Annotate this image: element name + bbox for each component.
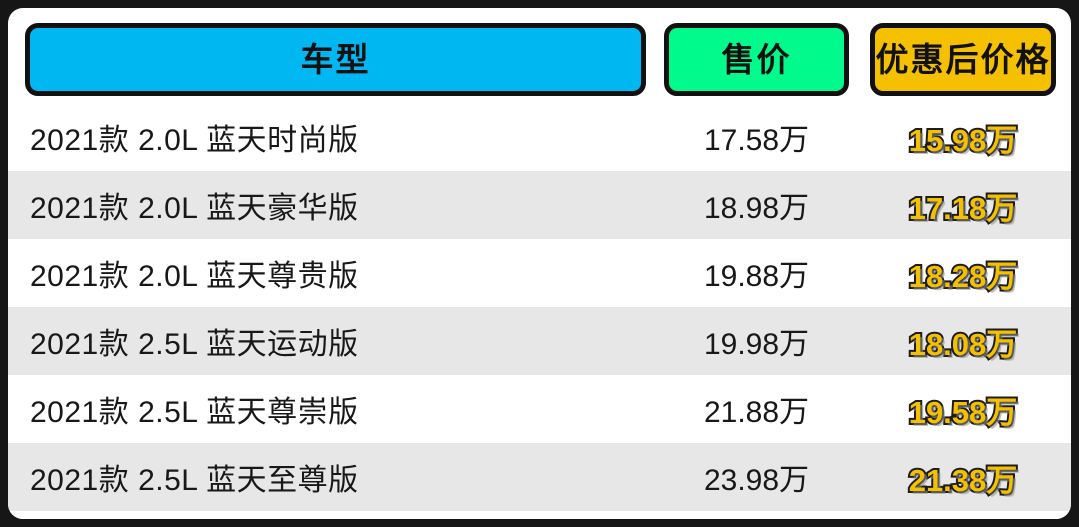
table-row: 2021款 2.5L 蓝天至尊版 23.98万 21.38万 — [8, 443, 1071, 511]
cell-price: 21.88万 — [703, 396, 810, 429]
cell-discount-price: 17.18万 — [907, 189, 1020, 228]
cell-model: 2021款 2.5L 蓝天运动版 — [30, 328, 359, 361]
cell-price: 19.88万 — [703, 260, 810, 293]
table-row: 2021款 2.5L 蓝天运动版 19.98万 18.08万 — [8, 307, 1071, 375]
column-header-discount-price: 优惠后价格 — [870, 23, 1056, 96]
table-bottom-strip — [8, 511, 1071, 519]
cell-discount-price: 18.08万 — [907, 325, 1020, 364]
cell-model: 2021款 2.5L 蓝天尊崇版 — [30, 396, 359, 429]
cell-price: 23.98万 — [703, 464, 810, 497]
table-header-row: 车型 售价 优惠后价格 — [8, 8, 1071, 103]
column-header-model-label: 车型 — [300, 41, 371, 78]
cell-price: 18.98万 — [703, 192, 810, 225]
cell-discount-price: 18.28万 — [907, 257, 1020, 296]
column-header-price: 售价 — [664, 23, 849, 96]
column-header-discount-price-label: 优惠后价格 — [875, 41, 1051, 78]
cell-model: 2021款 2.0L 蓝天豪华版 — [30, 192, 359, 225]
cell-price: 19.98万 — [703, 328, 810, 361]
cell-discount-price: 21.38万 — [907, 461, 1020, 500]
table-row: 2021款 2.0L 蓝天豪华版 18.98万 17.18万 — [8, 171, 1071, 239]
column-header-price-label: 售价 — [721, 41, 792, 78]
cell-model: 2021款 2.5L 蓝天至尊版 — [30, 464, 359, 497]
table-row: 2021款 2.5L 蓝天尊崇版 21.88万 19.58万 — [8, 375, 1071, 443]
cell-price: 17.58万 — [703, 124, 810, 157]
cell-discount-price: 15.98万 — [907, 121, 1020, 160]
price-table: 车型 售价 优惠后价格 2021款 2.0L 蓝天时尚版 17.58万 15.9… — [8, 8, 1071, 519]
cell-discount-price: 19.58万 — [907, 393, 1020, 432]
cell-model: 2021款 2.0L 蓝天尊贵版 — [30, 260, 359, 293]
table-row: 2021款 2.0L 蓝天时尚版 17.58万 15.98万 — [8, 103, 1071, 171]
table-row: 2021款 2.0L 蓝天尊贵版 19.88万 18.28万 — [8, 239, 1071, 307]
column-header-model: 车型 — [25, 23, 646, 96]
table-body: 2021款 2.0L 蓝天时尚版 17.58万 15.98万 2021款 2.0… — [8, 103, 1071, 519]
cell-model: 2021款 2.0L 蓝天时尚版 — [30, 124, 359, 157]
